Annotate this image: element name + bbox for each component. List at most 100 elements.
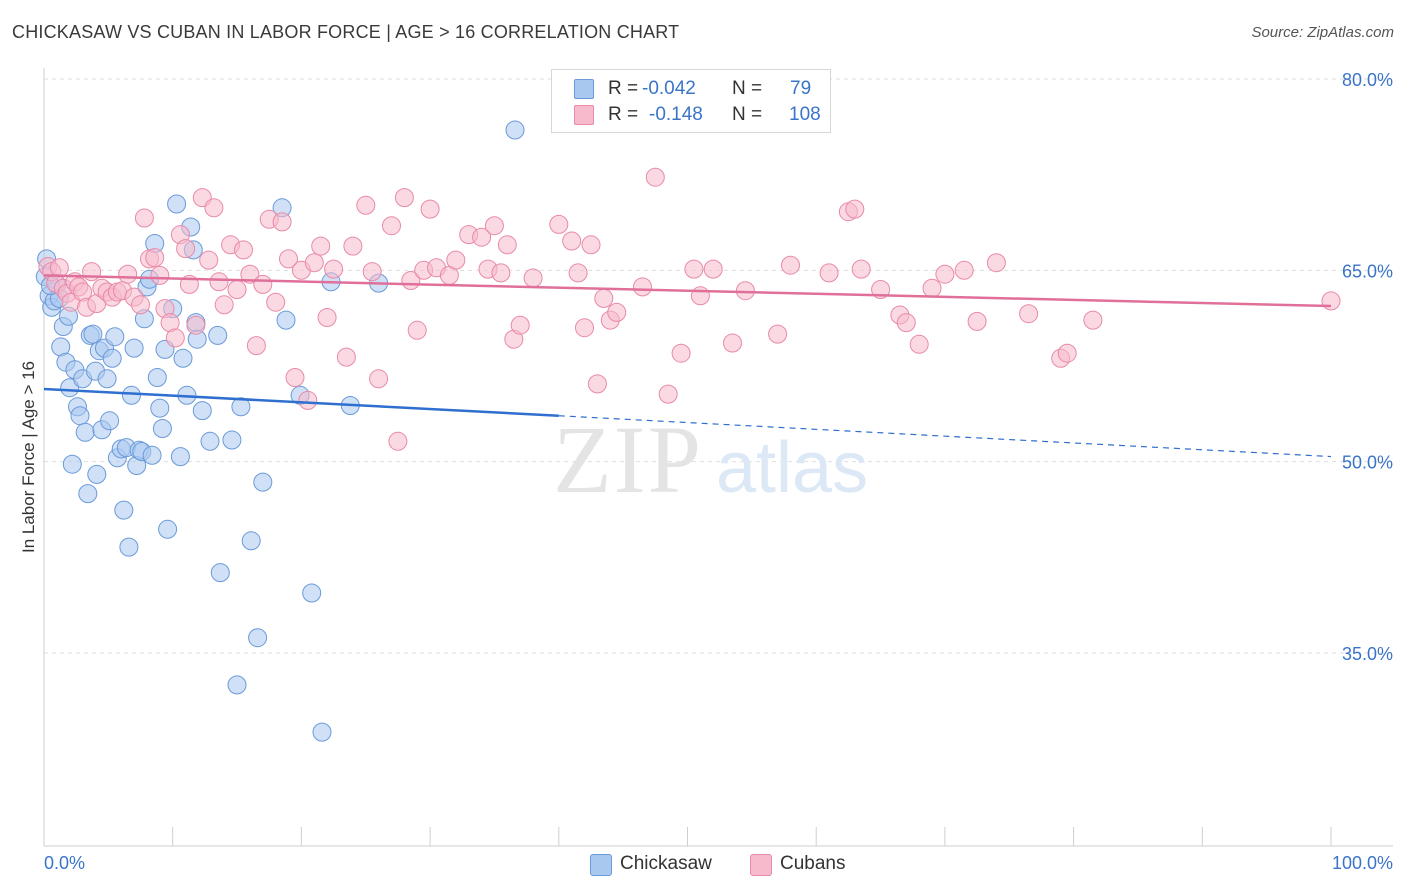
data-point-cubans — [285, 368, 305, 387]
data-point-cubans — [703, 259, 723, 279]
data-point-cubans — [954, 260, 974, 280]
data-point-cubans — [234, 240, 253, 260]
data-point-chickasaw — [253, 472, 273, 492]
data-point-cubans — [690, 286, 710, 306]
data-point-cubans — [304, 253, 324, 273]
data-point-chickasaw — [248, 628, 268, 648]
data-point-cubans — [356, 195, 376, 215]
y-tick-label: 80.0% — [1342, 70, 1393, 90]
data-point-cubans — [735, 281, 755, 301]
chart-title: CHICKASAW VS CUBAN IN LABOR FORCE | AGE … — [12, 22, 680, 42]
data-point-chickasaw — [158, 519, 178, 539]
data-point-chickasaw — [173, 348, 193, 368]
data-point-cubans — [382, 216, 401, 236]
data-point-cubans — [587, 374, 607, 394]
correlation-legend: R = -0.042 N = 79 R = -0.148 N = 108 — [551, 69, 831, 133]
data-point-chickasaw — [97, 369, 117, 389]
data-point-cubans — [446, 250, 466, 270]
data-point-cubans — [240, 264, 260, 284]
data-point-cubans — [204, 198, 224, 218]
data-point-cubans — [935, 264, 955, 284]
data-point-cubans — [362, 262, 382, 282]
data-point-chickasaw — [210, 563, 230, 583]
data-point-cubans — [209, 272, 229, 292]
data-point-cubans — [343, 236, 363, 256]
data-point-cubans — [671, 343, 691, 363]
data-point-cubans — [272, 212, 292, 232]
data-point-cubans — [768, 324, 788, 344]
data-point-cubans — [497, 235, 517, 255]
data-point-cubans — [845, 199, 865, 219]
data-point-cubans — [491, 263, 511, 283]
data-point-cubans — [523, 268, 543, 288]
trend-lines — [43, 274, 1332, 458]
data-point-chickasaw — [505, 120, 525, 140]
data-point-cubans — [1057, 343, 1077, 363]
data-point-cubans — [324, 259, 344, 279]
data-point-chickasaw — [167, 194, 187, 214]
data-point-cubans — [407, 320, 427, 340]
data-point-chickasaw — [70, 406, 90, 426]
data-point-cubans — [118, 264, 138, 284]
legend-swatch-chickasaw — [590, 854, 612, 876]
data-point-cubans — [510, 315, 530, 335]
data-point-cubans — [298, 390, 318, 410]
data-point-chickasaw — [152, 419, 172, 438]
data-point-cubans — [922, 278, 942, 298]
trend-line-chickasaw — [43, 387, 559, 417]
data-point-cubans — [909, 334, 929, 354]
legend-n-label: N = — [732, 104, 763, 125]
trend-line-cubans — [43, 274, 1332, 308]
data-point-chickasaw — [124, 338, 144, 358]
data-point-cubans — [484, 216, 504, 236]
data-point-cubans — [562, 231, 582, 251]
data-point-chickasaw — [119, 537, 139, 557]
data-point-cubans — [253, 274, 273, 294]
data-point-cubans — [165, 328, 185, 348]
data-point-cubans — [150, 265, 170, 285]
legend-n-value: 108 — [789, 104, 821, 125]
data-point-cubans — [986, 253, 1006, 273]
data-point-cubans — [684, 259, 704, 279]
data-point-chickasaw — [150, 398, 170, 418]
legend-swatch-cubans — [574, 105, 594, 125]
data-point-cubans — [1321, 291, 1341, 311]
x-tick-label-max: 100.0% — [1332, 853, 1393, 873]
data-point-cubans — [145, 248, 165, 268]
data-point-chickasaw — [241, 531, 261, 551]
series-cubans-points — [38, 167, 1341, 451]
data-point-cubans — [575, 318, 594, 338]
data-point-cubans — [131, 295, 150, 315]
data-point-cubans — [819, 263, 839, 283]
data-point-cubans — [549, 214, 569, 234]
data-point-chickasaw — [302, 583, 322, 603]
data-point-cubans — [594, 288, 614, 308]
data-point-chickasaw — [142, 445, 162, 465]
y-tick-label: 50.0% — [1342, 453, 1393, 473]
legend-r-value: -0.148 — [649, 104, 703, 125]
data-point-chickasaw — [227, 675, 247, 695]
source-label: Source: ZipAtlas.com — [1251, 24, 1394, 41]
data-point-cubans — [420, 199, 440, 219]
data-point-chickasaw — [83, 324, 103, 344]
data-point-cubans — [311, 236, 331, 256]
data-point-chickasaw — [192, 401, 212, 421]
data-point-cubans — [607, 302, 627, 322]
data-point-cubans — [134, 208, 154, 228]
data-point-cubans — [723, 333, 742, 353]
legend-label-cubans: Cubans — [780, 853, 846, 874]
legend-n-value: 79 — [790, 78, 812, 99]
data-point-cubans — [186, 315, 206, 335]
legend-n-label: N = — [732, 78, 763, 99]
data-point-chickasaw — [170, 447, 190, 467]
data-point-cubans — [176, 239, 196, 259]
data-point-chickasaw — [78, 484, 98, 504]
data-point-cubans — [896, 313, 916, 333]
data-point-chickasaw — [105, 327, 125, 347]
data-point-cubans — [658, 384, 678, 404]
data-point-chickasaw — [87, 464, 107, 484]
data-point-cubans — [568, 263, 588, 283]
trend-line-chickasaw-extension — [558, 415, 1332, 458]
legend-r-label: R = — [608, 78, 639, 99]
data-point-chickasaw — [208, 325, 228, 345]
